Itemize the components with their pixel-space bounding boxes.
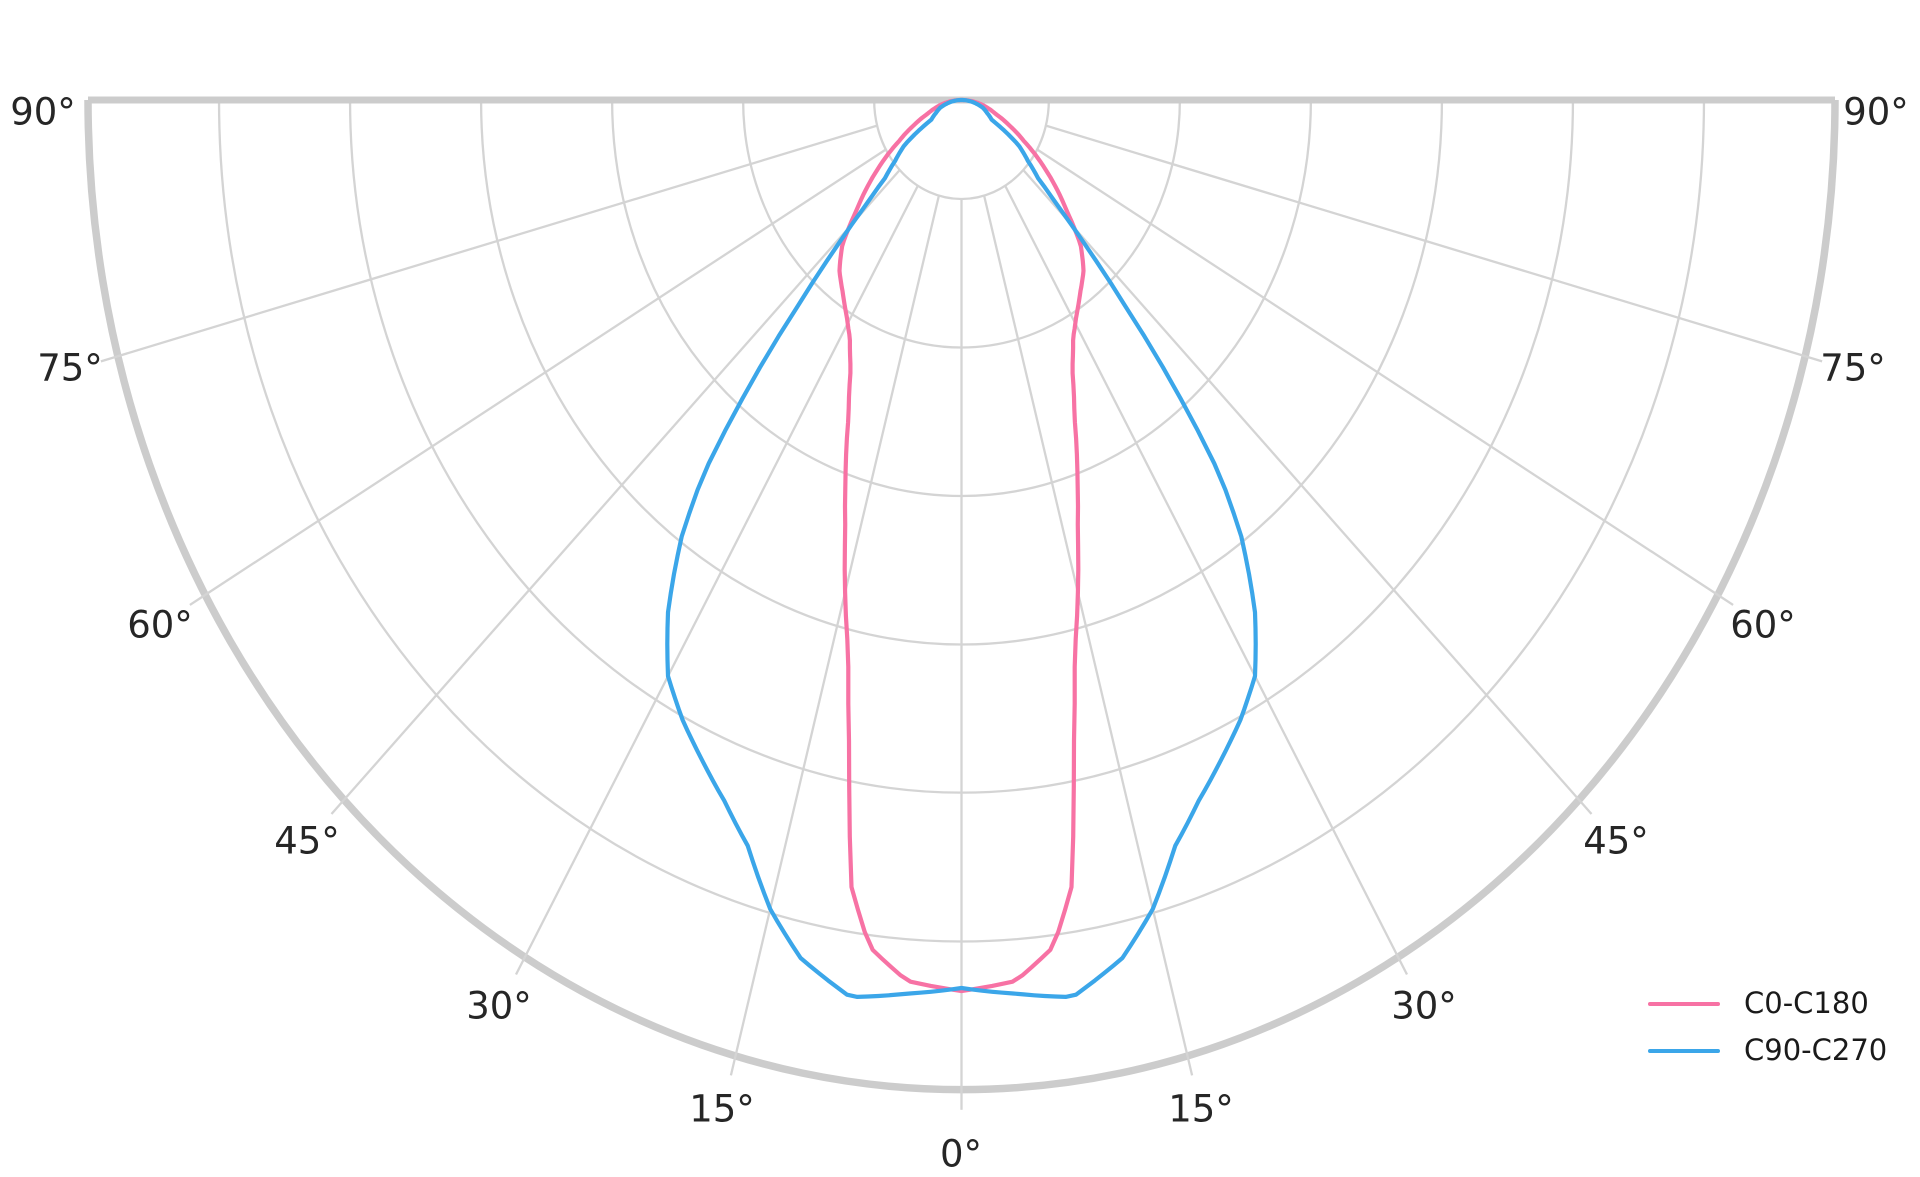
angle-tick [514,956,526,976]
grid-radial-line [1022,169,1581,801]
angle-tick-label: 75° [37,346,103,390]
grid-radial-line [523,185,919,958]
legend-line-c90-c270-icon [1648,1048,1720,1053]
angle-tick-label: 45° [274,819,340,863]
grid-radial-line [1045,124,1806,358]
grid-radial-line [1004,185,1400,958]
angle-tick [1717,594,1734,606]
angle-tick-label: 90° [10,90,76,134]
legend-line-c0-c180-icon [1648,1001,1720,1006]
angle-tick [330,799,345,815]
grid-radial-line [1036,148,1719,596]
angle-tick [100,355,119,363]
angle-tick-label: 60° [127,603,193,647]
angle-tick-label: 15° [1168,1087,1234,1131]
angle-tick-label: 30° [1391,984,1457,1028]
angle-tick [1578,799,1593,815]
grid-radial-line [982,195,1189,1057]
angle-tick-label: 75° [1820,346,1886,390]
angle-tick-label: 60° [1730,603,1796,647]
angle-tick-label: 15° [689,1087,755,1131]
angle-tick-label: 90° [1843,90,1909,134]
legend: C0-C180 C90-C270 [1648,980,1887,1074]
grid-radial-line [734,195,941,1057]
legend-label-c0-c180: C0-C180 [1744,986,1869,1020]
legend-label-c90-c270: C90-C270 [1744,1033,1888,1067]
angle-tick-label: 0° [939,1132,983,1176]
angle-tick [1186,1056,1194,1076]
legend-item-c0-c180: C0-C180 [1648,980,1887,1027]
legend-item-c90-c270: C90-C270 [1648,1027,1887,1074]
curve-c0-c180 [837,97,1086,994]
curve-c90-c270 [665,97,1258,999]
angle-tick-label: 30° [466,984,532,1028]
grid-radial-line [342,169,901,801]
angle-tick [1804,355,1823,363]
angle-tick [1397,956,1409,976]
angle-tick [729,1056,737,1076]
grid-radial-line [204,148,887,596]
angle-tick-label: 45° [1583,819,1649,863]
angle-tick [189,594,206,606]
grid-radial-line [117,124,878,358]
